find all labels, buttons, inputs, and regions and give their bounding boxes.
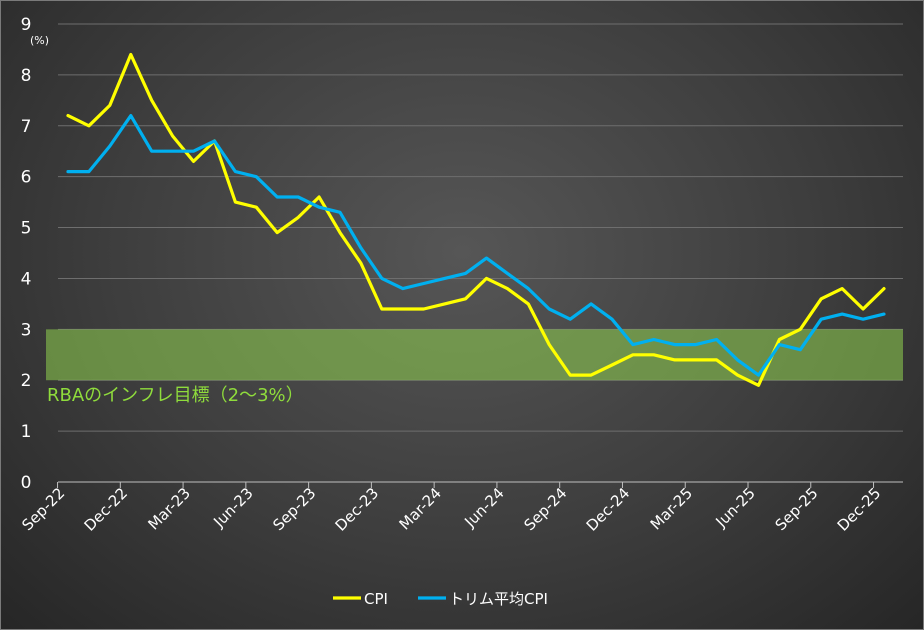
x-tick-label: Jun-24: [460, 484, 507, 531]
x-tick-label: Jun-25: [711, 484, 758, 531]
x-tick-label: Dec-24: [583, 484, 634, 535]
y-tick-label: 2: [21, 371, 32, 391]
x-tick-label: Sep-25: [772, 484, 822, 534]
x-tick-label: Dec-22: [81, 484, 132, 535]
x-tick-label: Sep-23: [269, 484, 319, 534]
legend: CPI トリム平均CPI: [333, 590, 548, 608]
x-tick-label: Dec-25: [834, 484, 885, 535]
y-tick-label: 7: [21, 117, 32, 137]
x-tick-label: Mar-25: [647, 484, 696, 533]
y-tick-label: 6: [21, 168, 32, 188]
legend-label: CPI: [364, 590, 388, 608]
gridlines: [58, 23, 903, 483]
y-tick-label: 3: [21, 320, 32, 340]
y-tick-label: 4: [21, 269, 32, 289]
x-tick-label: Dec-23: [332, 484, 383, 535]
target-band: RBAのインフレ目標（2～3%）: [46, 329, 903, 406]
y-tick-label: 9: [21, 15, 32, 35]
y-tick-label: 8: [21, 66, 32, 86]
y-tick-label: 1: [21, 422, 32, 442]
series-line-cpi: [66, 52, 886, 387]
series-lines: [66, 52, 886, 387]
y-tick-label: 5: [21, 219, 32, 239]
legend-label: トリム平均CPI: [449, 590, 548, 608]
x-tick-label: Sep-24: [520, 484, 570, 534]
series-line-trimmed-mean-cpi: [66, 113, 886, 377]
y-unit-label: (%): [30, 34, 49, 47]
y-tick-label: 0: [21, 473, 32, 493]
target-band-rect: [46, 329, 903, 381]
x-tick-label: Mar-24: [396, 484, 445, 533]
target-band-label: RBAのインフレ目標（2～3%）: [47, 385, 304, 406]
x-tick-label: Jun-23: [209, 484, 256, 531]
x-tick-label: Mar-23: [145, 484, 194, 533]
